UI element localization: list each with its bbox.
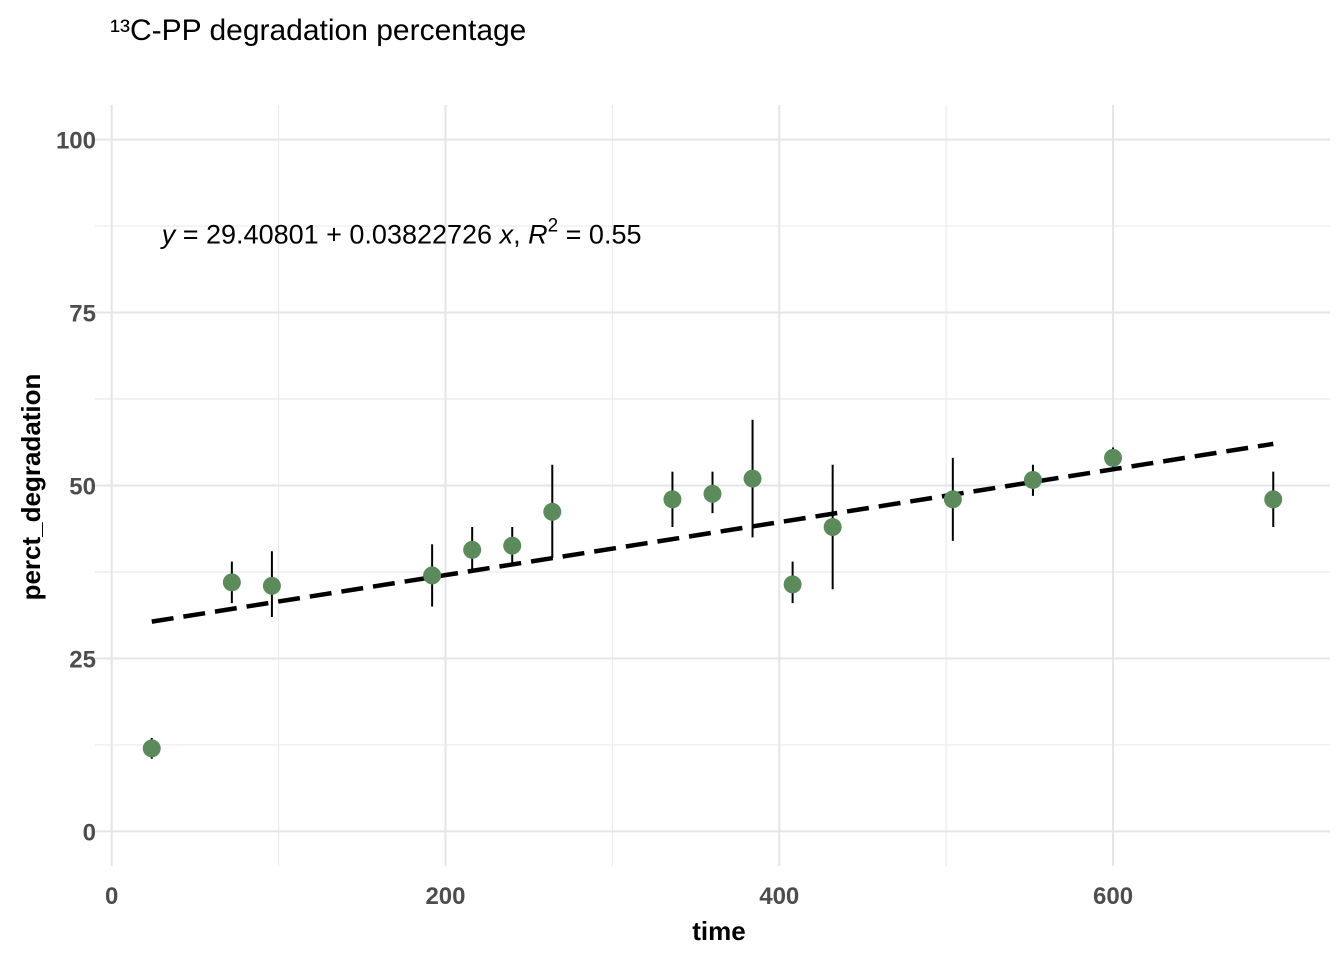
- eq-coefficients: = 29.40801 + 0.03822726: [175, 219, 499, 249]
- data-point: [743, 469, 762, 488]
- data-point: [423, 566, 442, 585]
- y-tick-label: 25: [69, 646, 96, 673]
- regression-equation: y = 29.40801 + 0.03822726 x, R2 = 0.55: [160, 215, 642, 249]
- eq-x-var: x: [498, 219, 515, 249]
- data-point: [663, 490, 682, 509]
- x-tick-label: 400: [759, 883, 799, 910]
- data-point: [943, 490, 962, 509]
- data-point: [823, 518, 842, 537]
- eq-r-superscript: 2: [548, 215, 559, 236]
- y-tick-label: 75: [69, 301, 96, 328]
- eq-r2-value: = 0.55: [558, 219, 641, 249]
- x-axis-title: time: [692, 916, 745, 946]
- data-point: [503, 536, 522, 555]
- x-tick-label: 600: [1093, 883, 1133, 910]
- y-tick-label: 100: [56, 128, 96, 155]
- y-axis-title: perct_degradation: [16, 374, 46, 601]
- data-point: [703, 484, 722, 503]
- data-point: [222, 573, 241, 592]
- y-tick-label: 0: [83, 819, 96, 846]
- y-tick-label: 50: [69, 474, 96, 501]
- x-tick-label: 0: [105, 883, 118, 910]
- x-tick-label: 200: [425, 883, 465, 910]
- data-point: [783, 575, 802, 594]
- data-point: [262, 576, 281, 595]
- regression-line: [151, 441, 1274, 624]
- chart-title: ¹³C-PP degradation percentage: [110, 14, 526, 47]
- data-point: [1023, 470, 1042, 489]
- tick-labels: 0 200 400 600 0 25 50 75 100: [56, 128, 1133, 910]
- eq-separator: ,: [513, 219, 528, 249]
- eq-y-var: y: [160, 219, 177, 249]
- data-point: [142, 739, 161, 758]
- eq-r-var: R: [528, 219, 548, 249]
- data-point: [463, 540, 482, 559]
- data-point: [1264, 490, 1283, 509]
- data-point: [1104, 448, 1123, 467]
- data-layer: [142, 419, 1283, 759]
- data-point: [543, 502, 562, 521]
